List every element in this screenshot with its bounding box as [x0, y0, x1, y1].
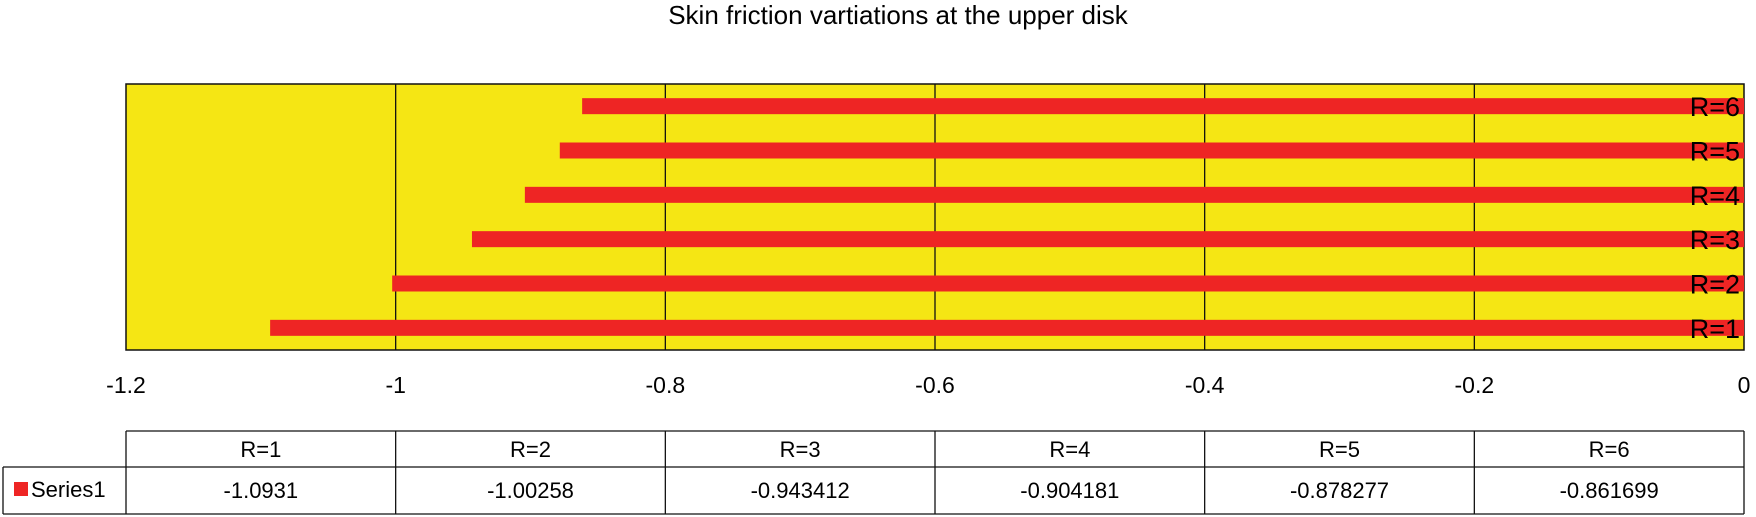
x-tick-label: -0.6 — [915, 372, 955, 398]
x-tick-label: -0.4 — [1185, 372, 1225, 398]
category-label: R=6 — [1690, 92, 1740, 122]
bar — [270, 319, 1744, 336]
table-header-cell: R=5 — [1319, 437, 1360, 462]
table-header-cell: R=3 — [780, 437, 821, 462]
table-header-cell: R=4 — [1049, 437, 1090, 462]
category-label: R=1 — [1690, 314, 1740, 344]
category-label: R=3 — [1690, 225, 1740, 255]
category-label: R=4 — [1690, 181, 1740, 211]
x-tick-label: 0 — [1738, 372, 1751, 398]
category-label: R=5 — [1690, 137, 1740, 167]
bar — [524, 186, 1745, 203]
table-value-cell: -1.00258 — [487, 478, 574, 503]
gridlines — [395, 84, 1475, 350]
category-labels: R=1 R=2 R=3 R=4 R=5 R=6 — [1690, 92, 1740, 344]
table-header-cell: R=1 — [240, 437, 281, 462]
legend-swatch — [14, 482, 28, 496]
table-value-cell: -0.904181 — [1020, 478, 1119, 503]
bar — [559, 142, 1745, 159]
bar — [392, 275, 1744, 292]
table-header-cell: R=6 — [1589, 437, 1630, 462]
bar — [582, 98, 1744, 115]
bars — [270, 98, 1745, 336]
x-tick-label: -0.8 — [646, 372, 686, 398]
table-value-cell: -0.861699 — [1560, 478, 1659, 503]
x-tick-label: -1.2 — [106, 372, 146, 398]
bar — [471, 231, 1744, 248]
table-value-cell: -0.878277 — [1290, 478, 1389, 503]
category-label: R=2 — [1690, 270, 1740, 300]
x-axis-tick-labels: -1.2 -1 -0.8 -0.6 -0.4 -0.2 0 — [106, 372, 1750, 398]
chart-title: Skin friction vartiations at the upper d… — [668, 0, 1129, 30]
table-value-cell: -1.0931 — [224, 478, 299, 503]
data-table: R=1 R=2 R=3 R=4 R=5 R=6 Series1 -1.0931 -1.00258… — [2, 430, 1745, 515]
table-header-cell: R=2 — [510, 437, 551, 462]
table-row-label: Series1 — [31, 477, 106, 502]
x-tick-label: -1 — [385, 372, 405, 398]
x-tick-label: -0.2 — [1455, 372, 1495, 398]
table-value-cell: -0.943412 — [751, 478, 850, 503]
